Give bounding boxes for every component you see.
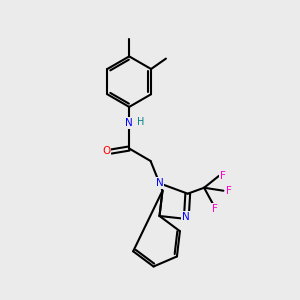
Text: H: H	[137, 117, 144, 127]
Text: N: N	[156, 178, 164, 188]
Text: F: F	[212, 204, 218, 214]
Text: N: N	[182, 212, 190, 223]
Text: F: F	[220, 171, 226, 181]
Text: O: O	[102, 146, 110, 157]
Text: N: N	[125, 118, 133, 128]
Text: F: F	[226, 186, 232, 196]
